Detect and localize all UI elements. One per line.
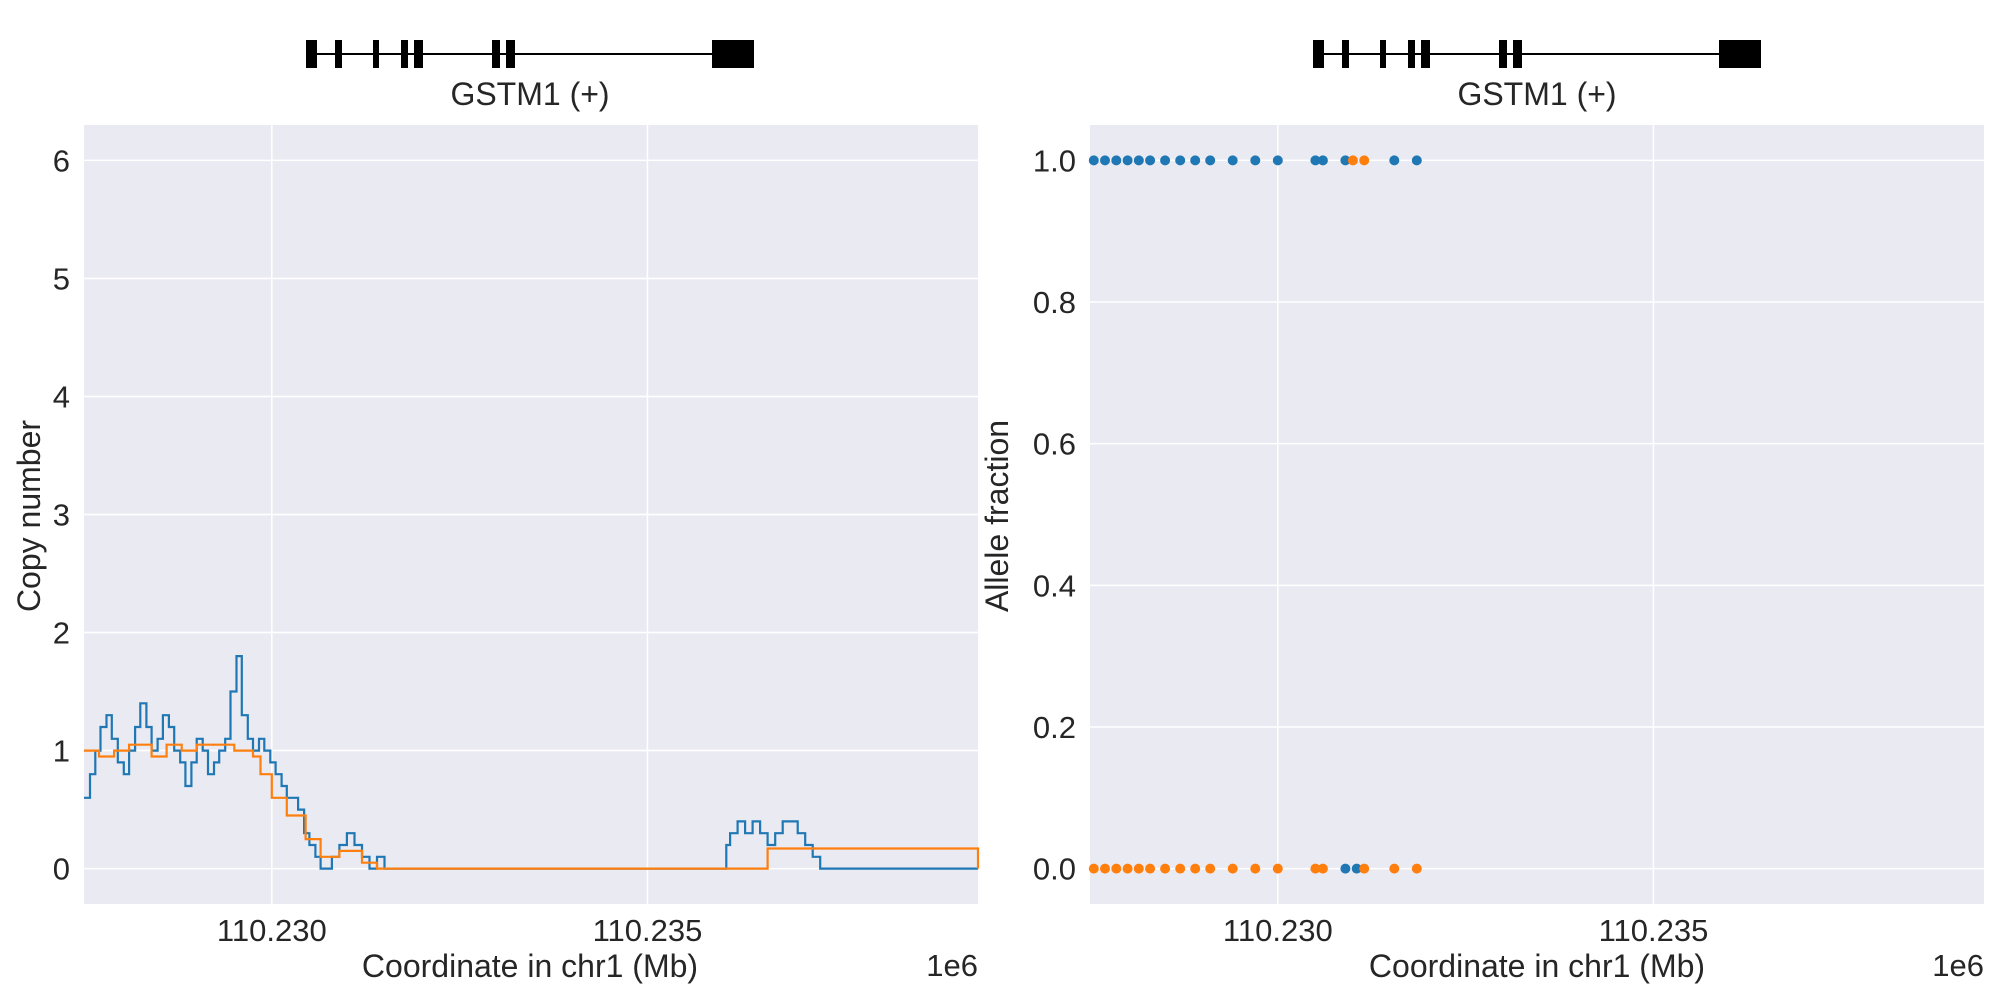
x-axis-label-right: Coordinate in chr1 (Mb) [1369,948,1705,984]
data-point-2 [1227,863,1238,874]
series-line-1 [84,655,978,870]
gene-track-left: GSTM1 (+) [306,40,754,112]
y-tick-label: 0.2 [1033,710,1076,745]
data-point-1 [1088,155,1099,166]
x-tick-label: 110.235 [593,913,703,948]
data-point-2 [1317,863,1328,874]
y-tick-label: 0.4 [1033,568,1076,603]
data-point-2 [1122,863,1133,874]
data-point-1 [1122,155,1133,166]
y-axis-label-right: Allele fraction [979,420,1015,612]
plot-area-right [1090,125,1984,904]
data-point-2 [1160,863,1171,874]
data-point-1 [1160,155,1171,166]
series-right [1088,155,1422,874]
y-tick-label: 4 [53,379,70,414]
gene-label-right: GSTM1 (+) [1457,76,1616,112]
data-point-1 [1351,863,1362,874]
data-point-2 [1175,863,1186,874]
x-tick-label: 110.230 [217,913,327,948]
data-point-2 [1389,863,1400,874]
y-tick-label: 1.0 [1033,143,1076,178]
data-point-2 [1411,863,1422,874]
data-point-1 [1340,863,1351,874]
x-offset-label-left: 1e6 [926,948,978,983]
data-point-2 [1111,863,1122,874]
y-ticks-left: 0 1 2 3 4 5 6 [53,143,70,886]
data-point-2 [1145,863,1156,874]
allele-fraction-panel: GSTM1 (+) 0.00.20.40.60.81.0 110.230 110.… [979,40,1984,984]
data-point-2 [1347,155,1358,166]
y-axis-label-left: Copy number [11,420,47,612]
data-point-2 [1272,863,1283,874]
y-tick-label: 3 [53,498,70,533]
data-point-1 [1411,155,1422,166]
data-point-1 [1389,155,1400,166]
data-point-2 [1205,863,1216,874]
data-point-1 [1340,155,1351,166]
y-tick-label: 0.0 [1033,852,1076,887]
y-tick-label: 0 [53,852,70,887]
gene-label-left: GSTM1 (+) [450,76,609,112]
x-ticks-left: 110.230 110.235 [217,913,702,948]
data-point-1 [1272,155,1283,166]
y-tick-label: 1 [53,734,70,769]
y-tick-label: 0.6 [1033,427,1076,462]
data-point-1 [1310,155,1321,166]
data-point-1 [1145,155,1156,166]
data-point-2 [1359,155,1370,166]
data-point-1 [1111,155,1122,166]
data-point-2 [1133,863,1144,874]
y-ticks-right: 0.0 0.2 0.4 0.6 0.8 1.0 [1033,143,1076,886]
x-tick-label: 110.235 [1599,913,1709,948]
series-left [84,655,980,870]
x-offset-label-right: 1e6 [1932,948,1984,983]
data-point-1 [1205,155,1216,166]
x-tick-label: 110.230 [1223,913,1333,948]
grid-right [1090,125,1984,904]
data-point-2 [1088,863,1099,874]
data-point-1 [1133,155,1144,166]
gene-track-right: GSTM1 (+) [1313,40,1761,112]
data-point-1 [1100,155,1110,166]
data-point-2 [1359,863,1370,874]
data-point-1 [1175,155,1186,166]
y-tick-label: 5 [53,261,70,296]
data-point-1 [1227,155,1238,166]
copy-number-panel: GSTM1 (+) 0 1 2 3 4 5 6 110.230 110.235 Copy nu… [11,40,980,984]
x-ticks-right: 110.230 110.235 [1223,913,1708,948]
data-point-1 [1317,155,1328,166]
y-tick-label: 2 [53,616,70,651]
y-tick-label: 6 [53,143,70,178]
y-tick-label: 0.8 [1033,285,1076,320]
series-line-2 [84,743,980,870]
data-point-2 [1190,863,1201,874]
data-point-2 [1250,863,1261,874]
x-axis-label-left: Coordinate in chr1 (Mb) [362,948,698,984]
data-point-2 [1100,863,1110,874]
data-point-1 [1190,155,1201,166]
data-point-2 [1310,863,1321,874]
data-point-1 [1250,155,1261,166]
